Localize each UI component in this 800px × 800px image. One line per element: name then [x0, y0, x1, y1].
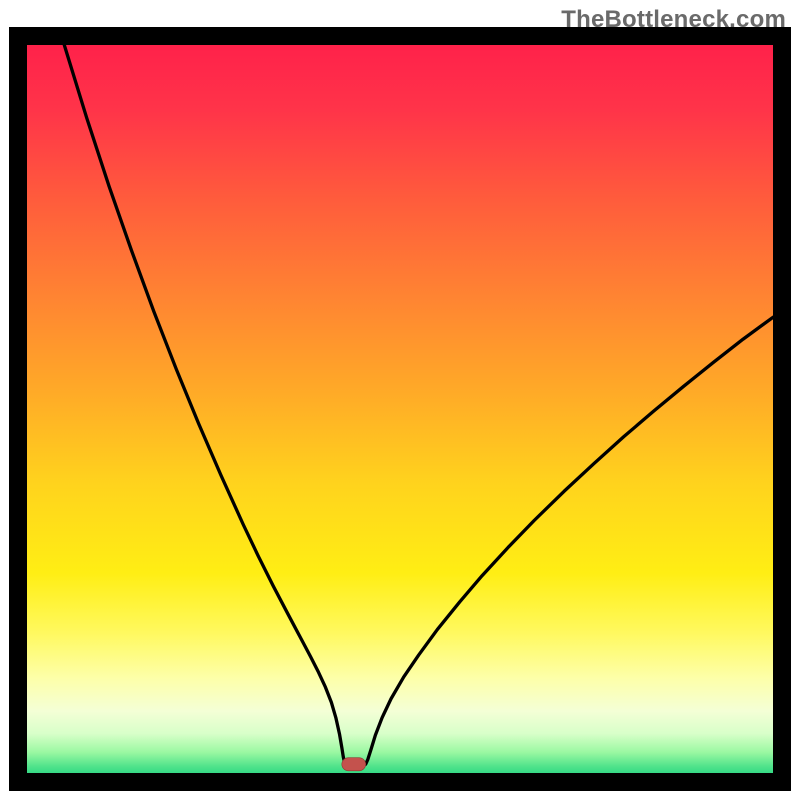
chart-stage: TheBottleneck.com: [0, 0, 800, 800]
bottleneck-chart: [0, 0, 800, 800]
watermark-label: TheBottleneck.com: [561, 6, 786, 34]
optimal-point-marker: [342, 758, 366, 771]
plot-area: [18, 36, 782, 782]
